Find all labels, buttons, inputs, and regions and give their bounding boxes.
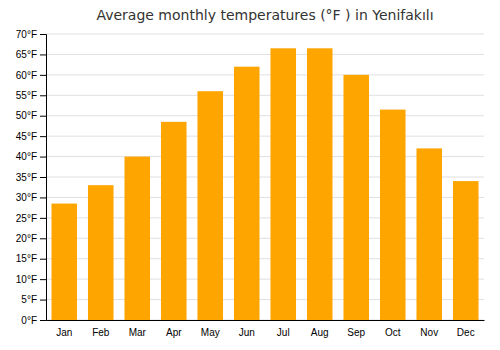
tick-label: Jan <box>56 327 72 338</box>
tick-mark <box>40 279 46 280</box>
tick: 45°F <box>16 131 46 142</box>
grid-line <box>46 74 484 75</box>
tick: Jul <box>277 327 290 338</box>
tick-label: 0°F <box>21 315 37 326</box>
tick-label: 60°F <box>16 70 37 81</box>
tick-label: 50°F <box>16 110 37 121</box>
tick-label: 5°F <box>21 294 37 305</box>
tick-label: Nov <box>420 327 438 338</box>
tick: 0°F <box>21 315 46 326</box>
tick-label: Apr <box>166 327 182 338</box>
tick: Aug <box>311 327 329 338</box>
tick-label: 25°F <box>16 213 37 224</box>
bar <box>270 48 296 320</box>
tick: 25°F <box>16 213 46 224</box>
tick: Oct <box>385 327 401 338</box>
tick: May <box>201 327 220 338</box>
tick-mark <box>40 177 46 178</box>
bar <box>380 110 406 320</box>
tick: 20°F <box>16 233 46 244</box>
tick-label: Jul <box>277 327 290 338</box>
tick: 10°F <box>16 274 46 285</box>
axis-line <box>47 320 485 321</box>
tick-mark <box>40 259 46 260</box>
bar <box>51 204 77 320</box>
grid <box>46 34 484 320</box>
bar <box>307 48 333 320</box>
bar <box>453 181 479 320</box>
tick: 55°F <box>16 90 46 101</box>
tick: Apr <box>166 327 182 338</box>
tick: Dec <box>457 327 475 338</box>
bar <box>343 75 369 320</box>
axis-line <box>40 35 47 321</box>
bar <box>88 185 114 320</box>
tick: Jun <box>239 327 255 338</box>
tick-label: 10°F <box>16 274 37 285</box>
tick: 40°F <box>16 151 46 162</box>
tick-mark <box>40 300 46 301</box>
tick: 5°F <box>21 294 46 305</box>
tick-mark <box>40 54 46 55</box>
tick-mark <box>40 218 46 219</box>
tick-mark <box>40 320 46 321</box>
tick: 50°F <box>16 110 46 121</box>
tick-label: 20°F <box>16 233 37 244</box>
tick-label: 70°F <box>16 29 37 40</box>
tick-mark <box>40 136 46 137</box>
tick-label: 45°F <box>16 131 37 142</box>
tick: Jan <box>56 327 72 338</box>
tick-label: 30°F <box>16 192 37 203</box>
tick-mark <box>40 238 46 239</box>
bar <box>197 91 223 320</box>
tick: 70°F <box>16 29 46 40</box>
grid-line <box>46 136 484 137</box>
tick-label: Dec <box>457 327 475 338</box>
title: Average monthly temperatures (°F ) in Ye… <box>96 7 433 23</box>
grid-line <box>46 54 484 55</box>
chart: 0°F 5°F 10°F 15°F 20°F 25°F 30°F 35°F 40°F 45°F 50… <box>0 0 500 350</box>
tick: Nov <box>420 327 438 338</box>
tick-label: 55°F <box>16 90 37 101</box>
tick-mark <box>40 75 46 76</box>
tick-mark <box>40 157 46 158</box>
tick-label: 15°F <box>16 253 37 264</box>
tick-label: 35°F <box>16 172 37 183</box>
tick-label: 65°F <box>16 49 37 60</box>
tick: 60°F <box>16 70 46 81</box>
tick: 15°F <box>16 253 46 264</box>
bar <box>124 157 150 320</box>
tick-label: Sep <box>347 327 365 338</box>
x-axis: Jan Feb Mar Apr May Jun Jul Aug Sep Oct Nov Dec <box>47 321 485 339</box>
tick: Sep <box>347 327 365 338</box>
grid-line <box>46 115 484 116</box>
tick: 30°F <box>16 192 46 203</box>
tick-mark <box>40 116 46 117</box>
tick-label: Feb <box>92 327 110 338</box>
tick-label: Mar <box>129 327 147 338</box>
tick: 35°F <box>16 172 46 183</box>
tick-mark <box>40 34 46 35</box>
tick-label: May <box>201 327 220 338</box>
tick-label: Jun <box>239 327 255 338</box>
bar <box>161 122 187 320</box>
bars <box>51 48 478 320</box>
tick: Mar <box>129 327 147 338</box>
grid-line <box>46 34 484 35</box>
y-axis: 0°F 5°F 10°F 15°F 20°F 25°F 30°F 35°F 40°F 45°F 50… <box>16 29 47 326</box>
tick-label: Oct <box>385 327 401 338</box>
tick-label: 40°F <box>16 151 37 162</box>
bar <box>234 67 260 320</box>
tick: Feb <box>92 327 110 338</box>
tick-label: Aug <box>311 327 329 338</box>
grid-line <box>46 95 484 96</box>
tick-mark <box>40 95 46 96</box>
tick: 65°F <box>16 49 46 60</box>
tick-mark <box>40 197 46 198</box>
plot-area: 0°F 5°F 10°F 15°F 20°F 25°F 30°F 35°F 40°F 45°F 50… <box>16 29 485 338</box>
bar <box>416 148 442 320</box>
